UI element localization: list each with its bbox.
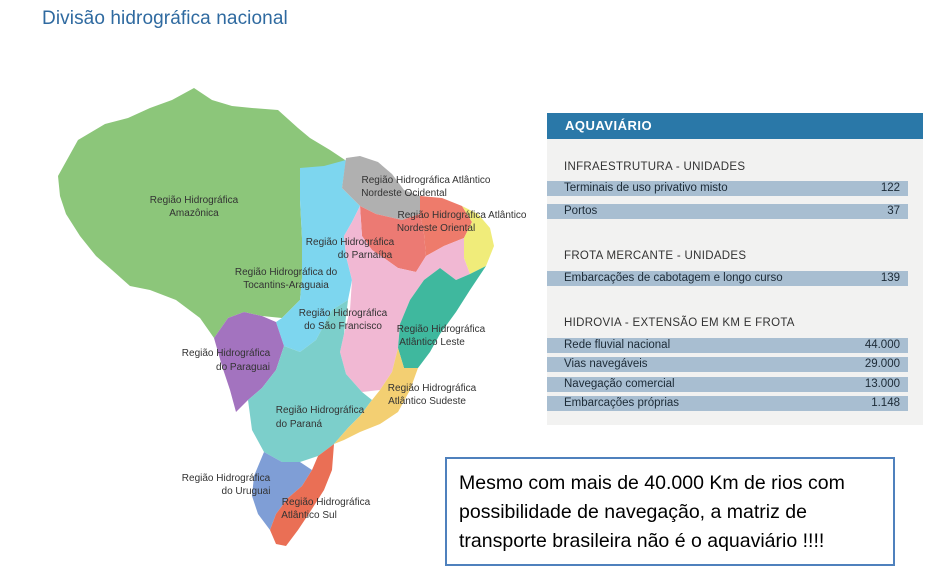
region-atlantico-sudeste (334, 348, 418, 444)
label-amazonica: Região Hidrográfica Amazônica (150, 195, 239, 219)
label-atlantico-sul: Região Hidrográfica Atlântico Sul (281, 497, 370, 521)
region-atlantico-sul (270, 444, 334, 546)
region-atlantico-nordeste-ocidental (342, 156, 420, 220)
label-nordeste-oriental: Região Hidrográfica Atlântico Nordeste Or… (397, 210, 527, 234)
row-value: 37 (887, 205, 900, 217)
table-row: Terminais de uso privativo misto 122 (547, 181, 908, 196)
table-row: Embarcações de cabotagem e longo curso 1… (547, 271, 908, 286)
label-atlantico-leste: Região Hidrográfica Atlântico Leste (397, 324, 486, 348)
row-value: 29.000 (864, 358, 900, 370)
row-label: Rede fluvial nacional (564, 339, 671, 351)
label-parnaiba: Região Hidrográfica do Parnaíba (306, 237, 395, 261)
region-nordeste-oriental-coast (462, 206, 494, 274)
row-label: Embarcações próprias (564, 397, 680, 409)
row-label: Vias navegáveis (564, 358, 648, 370)
label-nordeste-ocidental: Região Hidrográfica Atlântico Nordeste Oc… (361, 175, 491, 199)
row-value: 1.148 (871, 397, 900, 409)
table-row: Embarcações próprias 1.148 (547, 396, 908, 411)
region-amazonica (58, 88, 345, 338)
page-title: Divisão hidrográfica nacional (42, 8, 288, 29)
table-row: Vias navegáveis 29.000 (547, 357, 908, 372)
region-parnaiba (360, 206, 426, 272)
row-value: 122 (880, 182, 900, 194)
region-tocantins-araguaia (276, 160, 360, 352)
row-label: Embarcações de cabotagem e longo curso (564, 272, 783, 284)
label-uruguai: Região Hidrográfica do Uruguai (182, 473, 271, 497)
region-atlantico-leste (398, 266, 486, 368)
section-title-hidrovia: HIDROVIA - EXTENSÃO EM KM E FROTA (564, 317, 795, 329)
label-paraguai: Região Hidrográfica do Paraguai (182, 348, 271, 373)
row-value: 44.000 (864, 339, 900, 351)
region-sao-francisco (340, 206, 470, 392)
region-parana (248, 300, 372, 462)
section-title-frota: FROTA MERCANTE - UNIDADES (564, 250, 747, 262)
panel-header: AQUAVIÁRIO (547, 113, 923, 139)
label-tocantins-araguaia: Região Hidrográfica do Tocantins-Araguaia (235, 267, 338, 291)
row-value: 13.000 (864, 378, 900, 390)
table-row: Navegação comercial 13.000 (547, 377, 908, 392)
aquaviario-panel: AQUAVIÁRIO INFRAESTRUTURA - UNIDADES Ter… (547, 113, 923, 425)
label-sao-francisco: Região Hidrográfica do São Francisco (299, 308, 388, 332)
region-paraguai (214, 312, 284, 412)
region-uruguai (252, 452, 312, 530)
table-row: Portos 37 (547, 204, 908, 219)
region-atlantico-nordeste-oriental (420, 196, 472, 256)
table-row: Rede fluvial nacional 44.000 (547, 338, 908, 353)
row-label: Terminais de uso privativo misto (564, 182, 728, 194)
row-label: Navegação comercial (564, 378, 675, 390)
row-value: 139 (880, 272, 900, 284)
section-title-infraestrutura: INFRAESTRUTURA - UNIDADES (564, 161, 746, 173)
row-label: Portos (564, 205, 598, 217)
callout-box: Mesmo com mais de 40.000 Km de rios com … (445, 457, 895, 566)
label-atlantico-sudeste: Região Hidrográfica Atlântico Sudeste (388, 383, 477, 407)
label-parana: Região Hidrográfica do Paraná (276, 405, 365, 430)
